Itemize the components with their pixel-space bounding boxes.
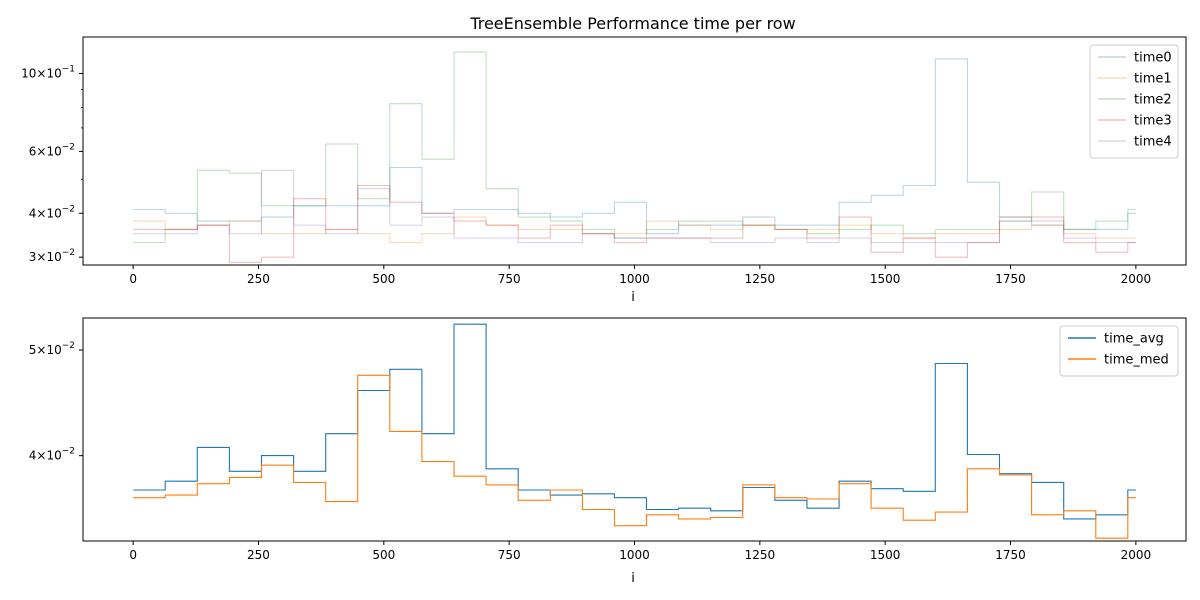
series-line-time_med (133, 374, 1136, 539)
x-tick-label: 1250 (745, 272, 776, 286)
y-tick-label: 6×10−2 (29, 142, 75, 158)
y-tick-label: 3×10−2 (29, 248, 75, 264)
x-tick-label: 1500 (870, 548, 901, 562)
x-tick-label: 0 (129, 548, 137, 562)
x-tick-label: 500 (372, 272, 395, 286)
chart-top: TreeEnsemble Performance time per row 0 2… (21, 14, 1187, 305)
series-line-time4 (133, 169, 1136, 244)
x-tick-label: 500 (372, 548, 395, 562)
y-tick-label: 4×10−2 (29, 204, 75, 220)
x-tick-label: 1750 (995, 272, 1026, 286)
legend-label: time_avg (1104, 332, 1164, 347)
y-tick-label: 10×10−1 (21, 64, 75, 80)
x-axis: 0 250 500 750 1000 1250 1500 1750 2000 (129, 541, 1151, 562)
x-tick-label: 250 (247, 272, 270, 286)
x-tick-label: 1000 (619, 548, 650, 562)
y-axis: 4×10−2 5×10−2 (29, 341, 83, 463)
series-group (133, 51, 1136, 263)
x-tick-label: 750 (498, 548, 521, 562)
legend-label: time3 (1134, 114, 1172, 129)
legend-label: time_med (1104, 353, 1169, 368)
series-group (133, 323, 1136, 539)
legend: time0 time1 time2 time3 time4 (1089, 44, 1179, 159)
x-tick-label: 2000 (1121, 272, 1152, 286)
chart-bottom: 0 250 500 750 1000 1250 1500 1750 2000 4×10−2 5×1… (29, 317, 1187, 586)
y-tick-label: 4×10−2 (29, 447, 75, 463)
x-tick-label: 2000 (1121, 548, 1152, 562)
series-line-time0 (133, 58, 1136, 235)
x-tick-label: 1250 (745, 548, 776, 562)
series-line-time1 (133, 216, 1136, 244)
x-axis: 0 250 500 750 1000 1250 1500 1750 2000 (129, 265, 1151, 286)
x-tick-label: 1500 (870, 272, 901, 286)
legend-label: time2 (1134, 93, 1172, 108)
x-axis-label: i (631, 571, 635, 586)
legend-label: time0 (1134, 51, 1172, 66)
x-tick-label: 1750 (995, 548, 1026, 562)
x-tick-label: 1000 (619, 272, 650, 286)
series-line-time_avg (133, 323, 1136, 520)
x-tick-label: 750 (498, 272, 521, 286)
legend-label: time4 (1134, 135, 1172, 150)
legend-label: time1 (1134, 72, 1172, 87)
series-line-time2 (133, 51, 1136, 244)
y-tick-label: 5×10−2 (29, 341, 75, 357)
legend-box (1089, 44, 1179, 159)
x-tick-label: 0 (129, 272, 137, 286)
x-axis-label: i (631, 290, 635, 305)
series-line-time3 (133, 184, 1136, 263)
x-tick-label: 250 (247, 548, 270, 562)
chart-title: TreeEnsemble Performance time per row (469, 14, 795, 33)
y-axis: 3×10−2 4×10−2 6×10−2 10×10−1 (21, 64, 83, 264)
legend: time_avg time_med (1059, 325, 1179, 377)
